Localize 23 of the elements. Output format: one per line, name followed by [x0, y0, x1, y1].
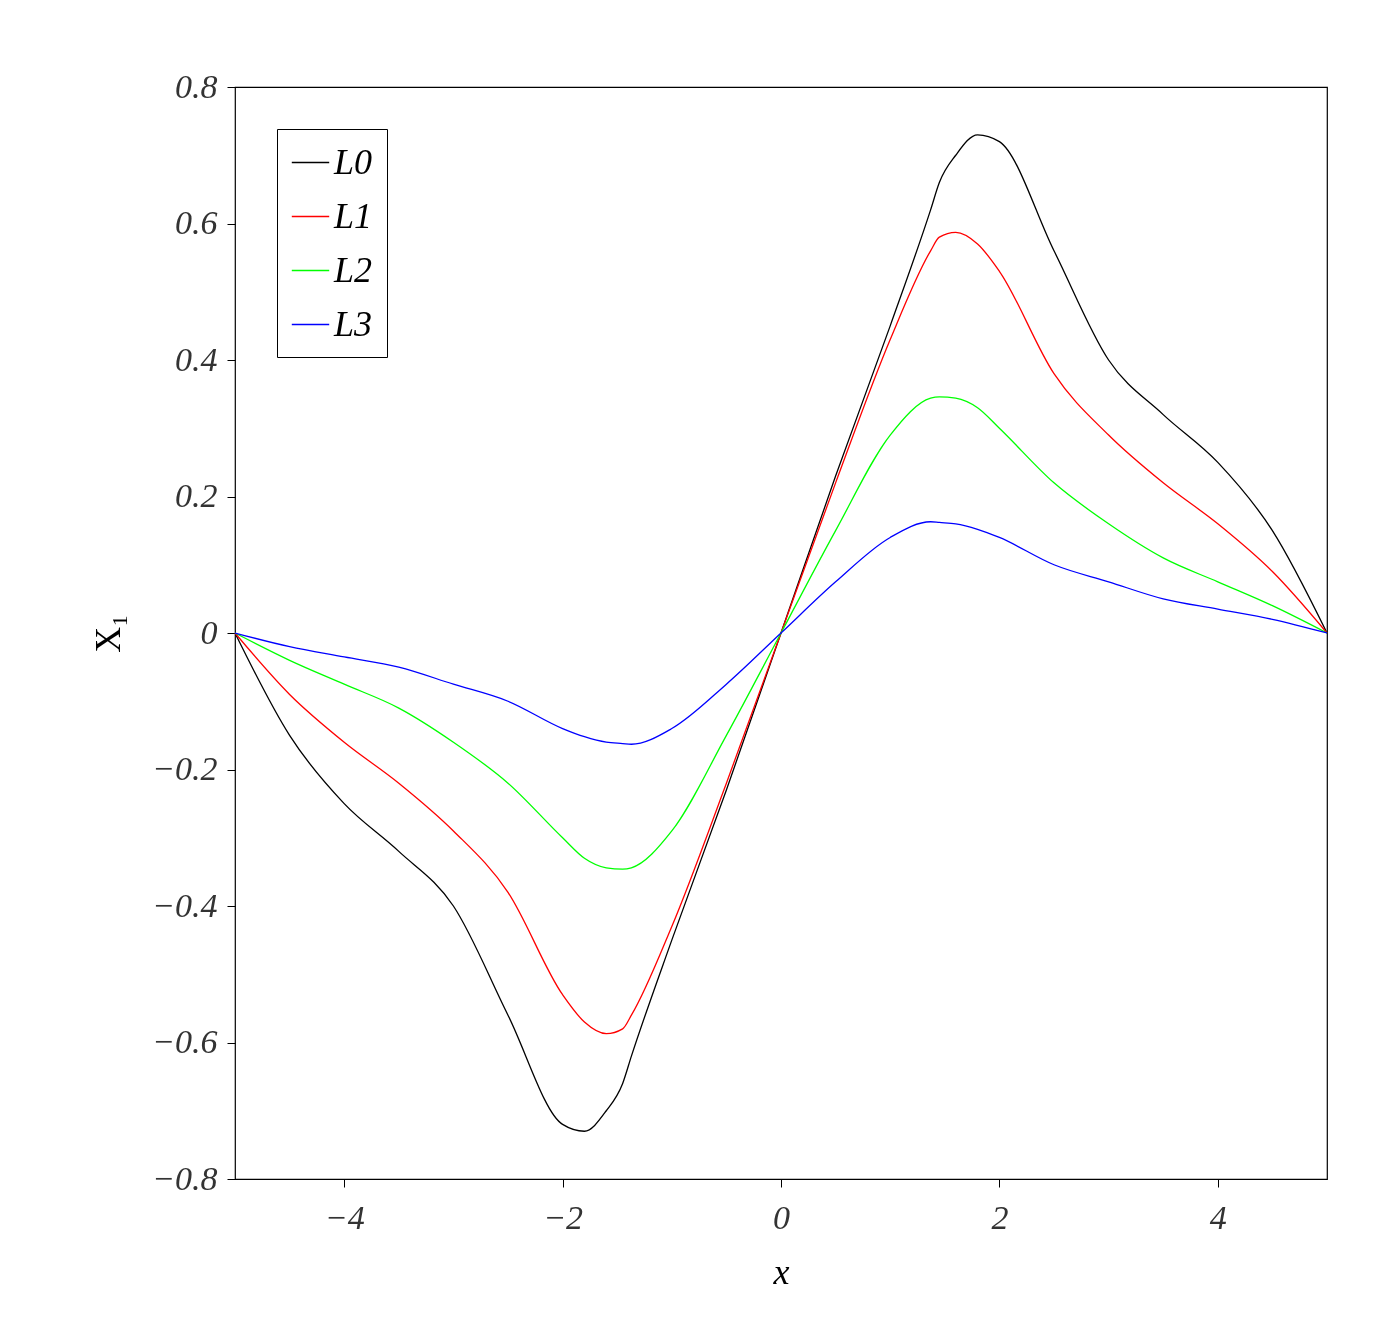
x-tick-label: 4 [1209, 1198, 1227, 1236]
y-tick-label: −0.6 [152, 1023, 218, 1060]
y-tick-label: 0.8 [175, 67, 218, 105]
x-tick-label: −2 [543, 1198, 584, 1236]
legend-label: L3 [333, 303, 373, 344]
y-tick-label: −0.2 [152, 750, 218, 787]
y-tick-label: 0.6 [175, 204, 218, 241]
line-series [234, 521, 1328, 745]
y-tick-label: 0 [200, 613, 218, 651]
legend-label: L2 [333, 249, 373, 290]
x-tick-label: 0 [773, 1198, 790, 1236]
x-tick-label: 2 [991, 1198, 1009, 1236]
line-series [234, 396, 1328, 870]
legend-label: L0 [333, 141, 373, 182]
y-axis-title: X₁ [88, 614, 129, 653]
y-tick-label: −0.4 [152, 886, 218, 924]
y-tick-label: −0.8 [152, 1159, 218, 1197]
line-series [234, 231, 1328, 1035]
y-tick-label: 0.4 [175, 340, 218, 378]
y-tick-label: 0.2 [175, 477, 218, 514]
x-tick-label: −4 [324, 1198, 365, 1236]
x-axis-title: x [772, 1251, 790, 1292]
legend-label: L1 [333, 195, 373, 236]
